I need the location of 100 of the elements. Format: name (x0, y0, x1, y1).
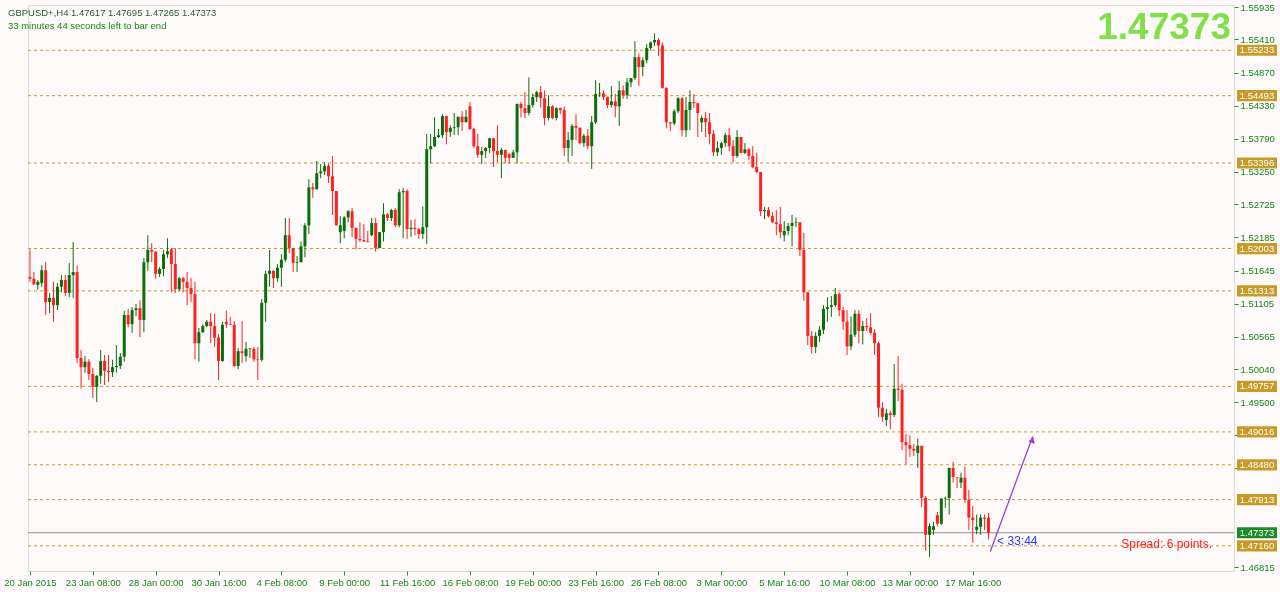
candlestick (83, 355, 87, 374)
candlestick (429, 133, 433, 164)
candlestick (975, 514, 979, 535)
candlestick (637, 53, 641, 87)
ref-line-label: 1.48480 (1239, 458, 1275, 470)
text: 33 minutes 44 seconds left to bar end (8, 19, 167, 31)
candlestick (287, 217, 291, 254)
candlestick (943, 496, 947, 509)
x-tick-label: 9 Feb 00:00 (319, 576, 371, 588)
candlestick (169, 247, 173, 293)
x-tick-label: 4 Feb 08:00 (256, 576, 308, 588)
ref-line-label: 1.49016 (1239, 425, 1275, 437)
ref-line-label: 1.54493 (1239, 89, 1275, 101)
candlestick (185, 271, 189, 306)
candlestick (869, 312, 873, 336)
candlestick (570, 123, 574, 157)
candlestick (625, 77, 629, 100)
candlestick (955, 476, 959, 489)
candlestick (861, 320, 865, 345)
candlestick (790, 214, 794, 247)
annotation: 1.47373 (1097, 6, 1231, 47)
candlestick (213, 313, 217, 348)
candlestick (743, 142, 747, 155)
candlestick (959, 472, 963, 489)
candlestick (63, 274, 67, 297)
candlestick (825, 296, 829, 323)
candlestick (138, 299, 142, 338)
candlestick (126, 308, 130, 328)
x-tick-label: 26 Feb 08:00 (631, 576, 687, 588)
candlestick (645, 43, 649, 64)
candlestick (370, 217, 374, 237)
candlestick (598, 82, 602, 98)
candlestick (99, 349, 103, 385)
candlestick (279, 253, 283, 288)
candlestick (582, 133, 586, 148)
candlestick (617, 80, 621, 127)
candlestick (315, 160, 319, 191)
candlestick (338, 215, 342, 244)
candlestick (48, 292, 52, 314)
candlestick (986, 512, 990, 540)
candlestick (708, 112, 712, 145)
candlestick (751, 145, 755, 169)
candlestick (880, 401, 884, 423)
candlestick (460, 110, 464, 132)
candlestick (873, 328, 877, 356)
candlestick (295, 255, 299, 273)
candlestick (731, 139, 735, 163)
candlestick (979, 514, 983, 536)
candlestick (586, 128, 590, 150)
x-tick-label: 5 Mar 16:00 (759, 576, 811, 588)
candlestick (67, 262, 71, 298)
candlestick (256, 346, 260, 381)
ref-line-label: 1.47373 (1239, 526, 1275, 538)
candlestick (342, 215, 346, 239)
x-tick-label: 19 Feb 00:00 (505, 576, 562, 588)
y-tick-label: 1.54870 (1240, 67, 1275, 79)
candlestick (810, 330, 814, 355)
candlestick (613, 93, 617, 118)
y-tick-label: 1.46815 (1240, 561, 1275, 573)
candlestick (452, 112, 456, 136)
candlestick (350, 207, 354, 238)
candlestick (154, 250, 158, 280)
candlestick (704, 111, 708, 138)
candlestick (833, 287, 837, 308)
y-tick-label: 1.55935 (1240, 1, 1275, 13)
candlestick (778, 206, 782, 239)
candlestick (393, 207, 397, 228)
candlestick (40, 264, 44, 288)
chart-title: GBPUSD+,H4 1.47617 1.47695 1.47265 1.47373 (8, 7, 217, 19)
candlestick (330, 155, 334, 216)
y-tick-label: 1.52725 (1240, 198, 1275, 210)
candlestick (492, 137, 495, 168)
x-tick-label: 20 Jan 2015 (4, 576, 57, 588)
x-tick-label: 16 Feb 08:00 (442, 576, 499, 588)
x-tick-label: 10 Mar 08:00 (819, 576, 876, 588)
candlestick (539, 85, 543, 109)
x-tick-label: 17 Mar 16:00 (945, 576, 1002, 588)
y-tick-label: 1.55410 (1240, 33, 1275, 45)
candlestick (209, 312, 213, 344)
candlestick (421, 205, 425, 240)
candlestick (590, 115, 594, 170)
candlestick (499, 147, 503, 179)
ref-line-label: 1.49757 (1239, 380, 1275, 392)
candlestick (55, 282, 59, 311)
candlestick (71, 241, 75, 299)
ref-line-label: 1.47160 (1239, 539, 1275, 551)
y-tick-label: 1.51645 (1240, 265, 1275, 276)
candlestick (240, 320, 244, 364)
candlestick (633, 40, 637, 81)
candlestick (609, 85, 613, 109)
candlestick (28, 248, 32, 283)
candlestick (150, 242, 154, 263)
candlestick (822, 304, 825, 335)
x-tick-label: 30 Jan 16:00 (191, 576, 247, 588)
candlestick (236, 347, 240, 370)
candlestick (217, 333, 221, 381)
candlestick (162, 249, 166, 277)
candlestick (543, 89, 547, 126)
candlestick (849, 315, 853, 351)
candlestick (523, 91, 527, 119)
